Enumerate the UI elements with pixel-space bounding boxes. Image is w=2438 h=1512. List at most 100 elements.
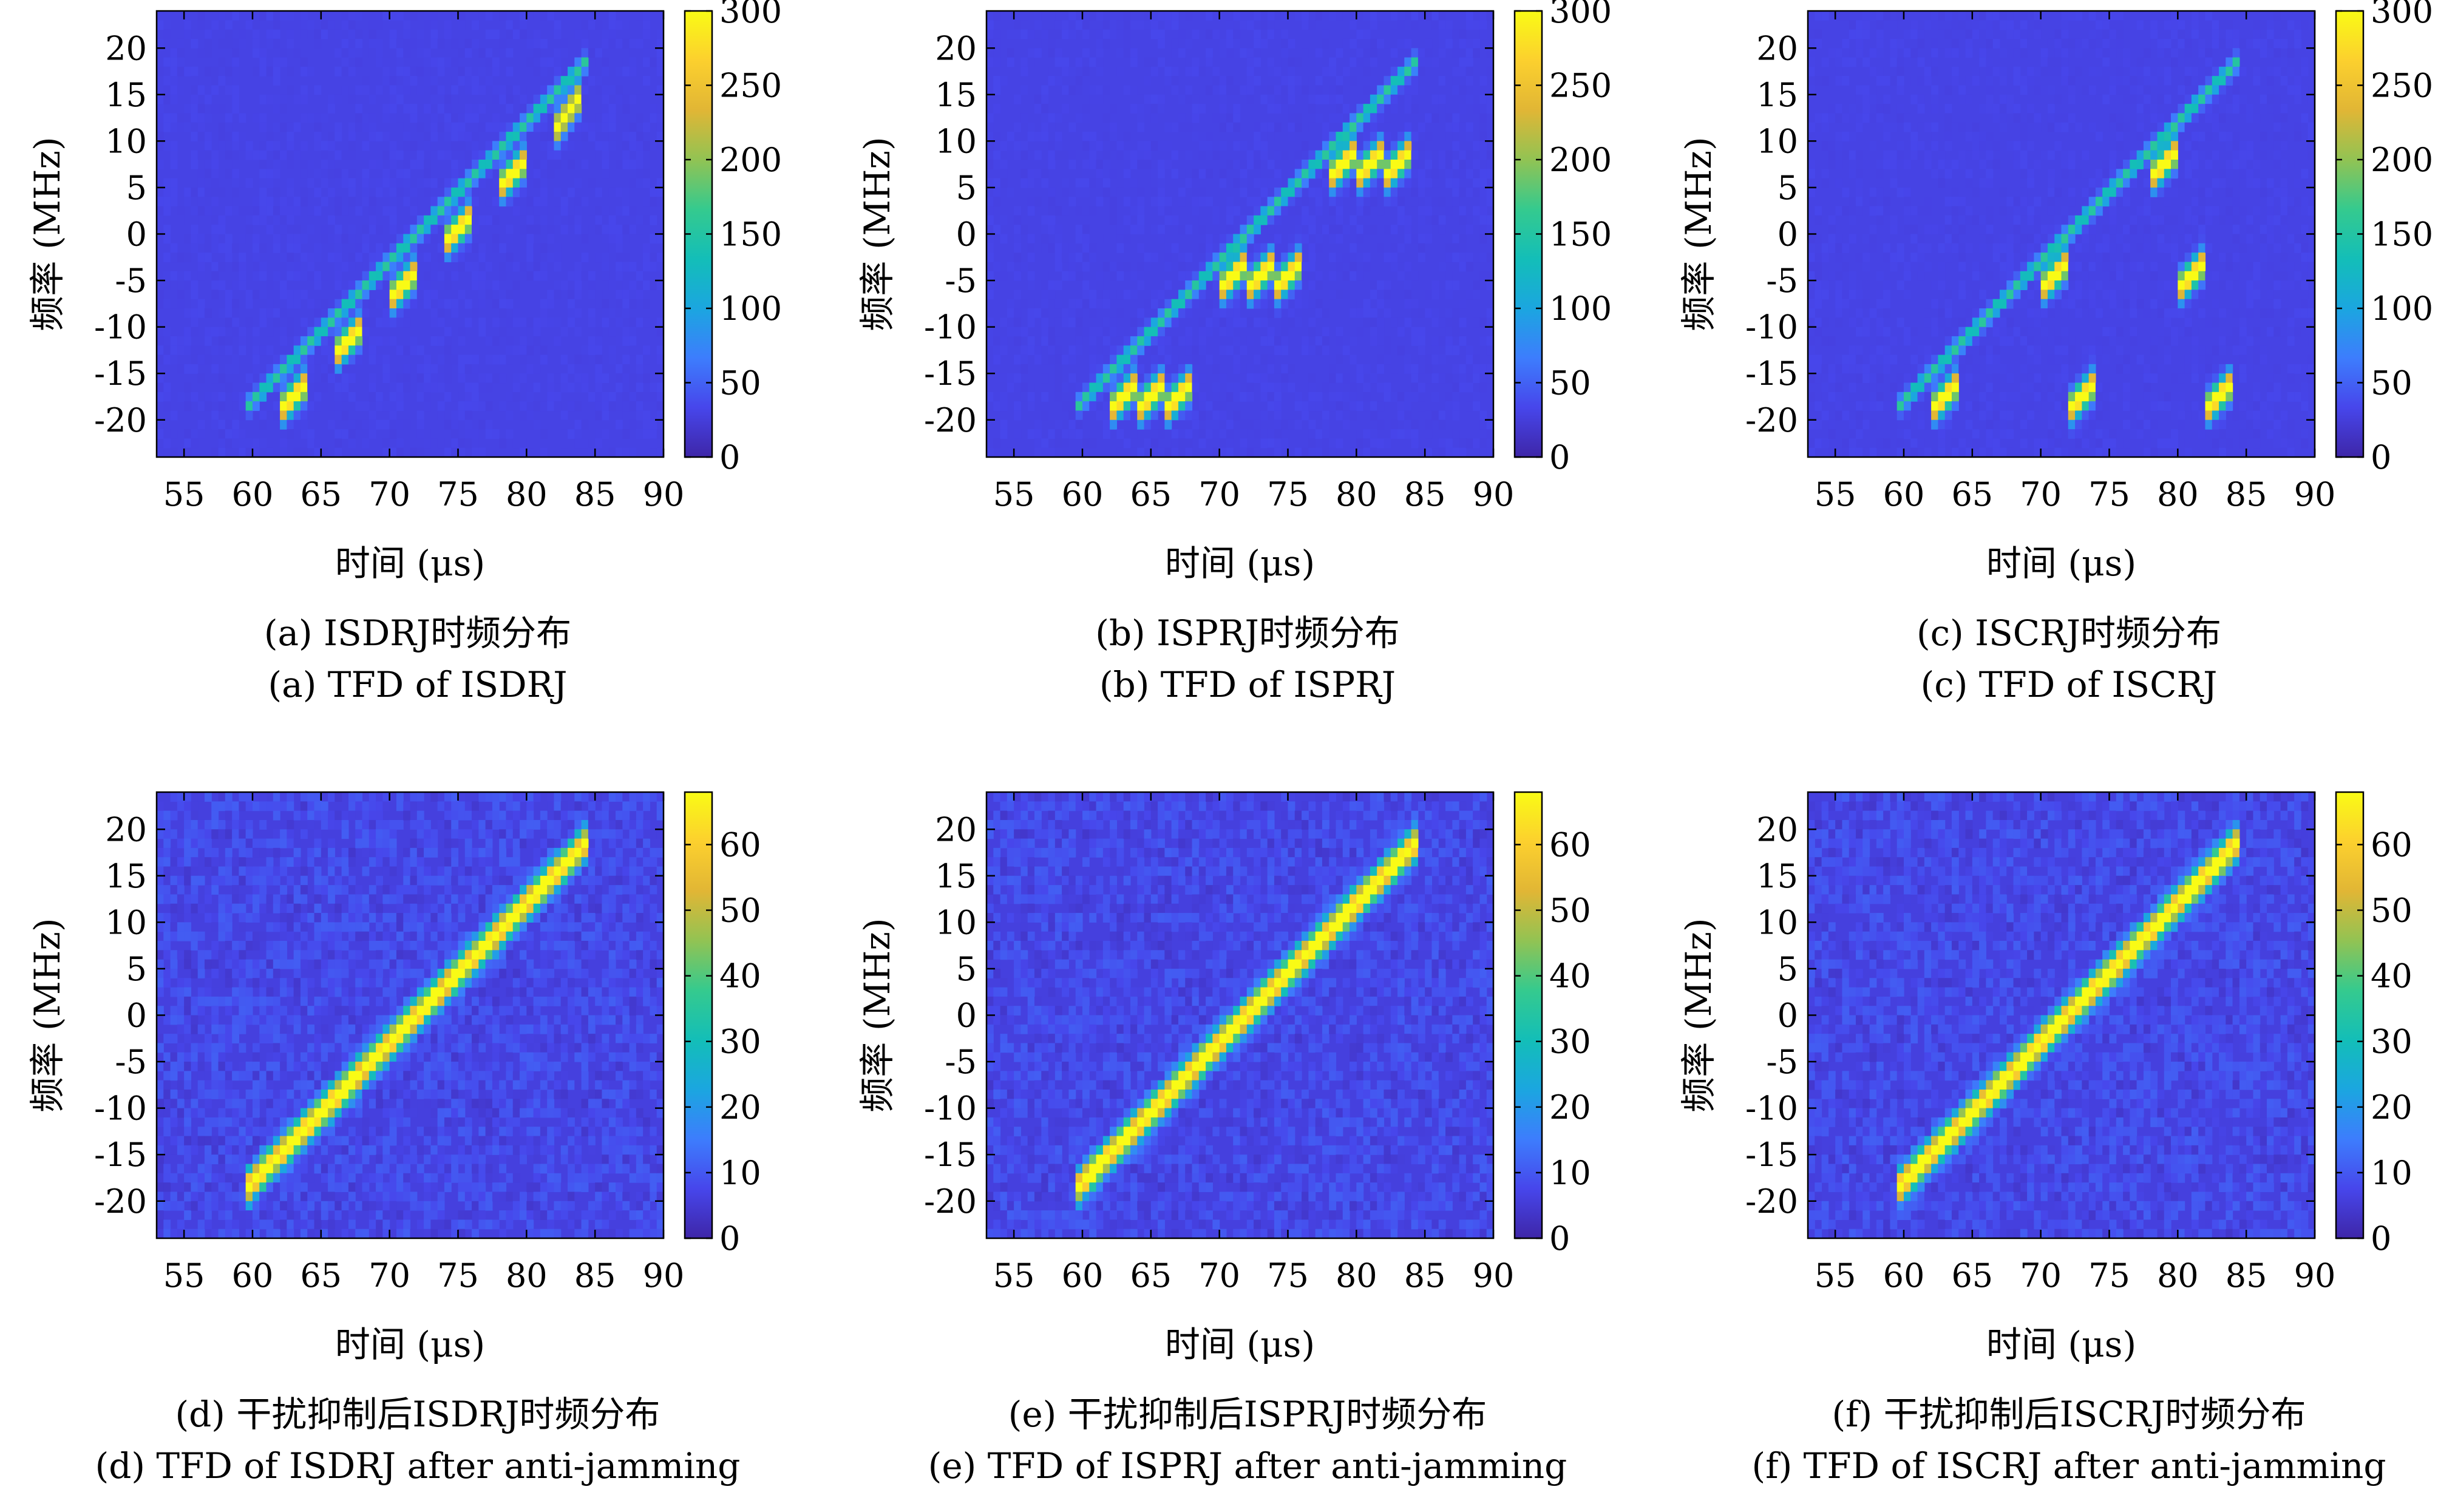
y-tick-label: -15 bbox=[1745, 354, 1798, 393]
colorbar-tick-label: 50 bbox=[719, 892, 761, 930]
x-tick-label: 65 bbox=[1130, 1256, 1172, 1295]
y-tick-label: -5 bbox=[1766, 1043, 1798, 1081]
x-tick-label: 90 bbox=[1473, 1256, 1515, 1295]
x-tick-label: 85 bbox=[574, 475, 616, 514]
y-tick-label: -10 bbox=[924, 308, 977, 347]
colorbar-tick-label: 250 bbox=[1549, 67, 1612, 105]
x-tick-label: 85 bbox=[1404, 475, 1446, 514]
x-axis-label: 时间 (μs) bbox=[335, 543, 485, 584]
y-tick-label: 20 bbox=[935, 29, 977, 67]
colorbar-tick-label: 250 bbox=[719, 67, 782, 105]
x-tick-label: 60 bbox=[1883, 475, 1925, 514]
colorbar-tick-label: 50 bbox=[2371, 364, 2413, 402]
colorbar-tick-label: 0 bbox=[1549, 438, 1570, 476]
x-tick-label: 80 bbox=[1336, 475, 1377, 514]
x-tick-label: 70 bbox=[1198, 1256, 1240, 1295]
x-tick-label: 70 bbox=[2020, 475, 2062, 514]
y-tick-label: 0 bbox=[956, 215, 977, 254]
x-axis-label: 时间 (μs) bbox=[1986, 543, 2136, 584]
y-tick-label: -10 bbox=[1745, 1090, 1798, 1128]
colorbar-tick-label: 20 bbox=[719, 1088, 761, 1127]
x-tick-label: 75 bbox=[1267, 475, 1309, 514]
y-tick-label: -20 bbox=[94, 1182, 147, 1221]
y-axis-label: 频率 (MHz) bbox=[1678, 918, 1719, 1112]
caption-en: (c) TFD of ISCRJ bbox=[1921, 664, 2218, 705]
caption-en: (b) TFD of ISPRJ bbox=[1099, 664, 1396, 705]
x-tick-label: 60 bbox=[1062, 1256, 1104, 1295]
y-tick-label: -10 bbox=[94, 1090, 147, 1128]
colorbar-tick-label: 60 bbox=[719, 825, 761, 864]
y-tick-label: 5 bbox=[126, 950, 147, 988]
caption-en: (a) TFD of ISDRJ bbox=[268, 664, 567, 705]
x-tick-label: 55 bbox=[1815, 475, 1856, 514]
caption-cn: (d) 干扰抑制后ISDRJ时频分布 bbox=[175, 1394, 660, 1435]
x-axis-label: 时间 (μs) bbox=[1165, 543, 1315, 584]
y-tick-label: 15 bbox=[935, 857, 977, 895]
x-tick-label: 85 bbox=[574, 1256, 616, 1295]
y-axis-label: 频率 (MHz) bbox=[857, 918, 898, 1112]
colorbar-tick-label: 150 bbox=[719, 215, 782, 254]
x-tick-label: 80 bbox=[506, 1256, 548, 1295]
y-tick-label: 5 bbox=[126, 169, 147, 207]
colorbar-tick-label: 40 bbox=[2371, 957, 2413, 995]
colorbar-tick-label: 200 bbox=[719, 141, 782, 179]
colorbar-tick-label: 0 bbox=[2371, 438, 2391, 476]
y-tick-label: 20 bbox=[1756, 29, 1798, 67]
colorbar-tick-label: 60 bbox=[1549, 825, 1591, 864]
colorbar-tick-label: 40 bbox=[1549, 957, 1591, 995]
x-tick-label: 85 bbox=[2226, 475, 2267, 514]
x-tick-label: 90 bbox=[643, 1256, 685, 1295]
y-tick-label: 20 bbox=[1756, 810, 1798, 849]
colorbar-tick-label: 50 bbox=[719, 364, 761, 402]
y-tick-label: 0 bbox=[956, 997, 977, 1035]
colorbar-gradient bbox=[1515, 792, 1542, 1238]
y-tick-label: -10 bbox=[1745, 308, 1798, 347]
colorbar-tick-label: 50 bbox=[2371, 892, 2413, 930]
colorbar-tick-label: 30 bbox=[719, 1023, 761, 1061]
x-tick-label: 70 bbox=[2020, 1256, 2062, 1295]
y-tick-label: -15 bbox=[924, 354, 977, 393]
colorbar-tick-label: 150 bbox=[1549, 215, 1612, 254]
x-tick-label: 75 bbox=[2088, 1256, 2130, 1295]
colorbar-tick-label: 40 bbox=[719, 957, 761, 995]
y-tick-label: 10 bbox=[935, 122, 977, 160]
y-tick-label: 5 bbox=[1778, 169, 1798, 207]
colorbar-tick-label: 30 bbox=[2371, 1023, 2413, 1061]
y-tick-label: 10 bbox=[105, 122, 147, 160]
x-tick-label: 90 bbox=[643, 475, 685, 514]
y-tick-label: 15 bbox=[1756, 76, 1798, 114]
colorbar-tick-label: 250 bbox=[2371, 67, 2433, 105]
y-tick-label: -15 bbox=[924, 1136, 977, 1174]
colorbar-tick-label: 10 bbox=[2371, 1154, 2413, 1192]
colorbar-tick-label: 0 bbox=[1549, 1219, 1570, 1258]
x-tick-label: 90 bbox=[2294, 475, 2336, 514]
x-tick-label: 60 bbox=[1062, 475, 1104, 514]
y-tick-label: -15 bbox=[1745, 1136, 1798, 1174]
colorbar-tick-label: 100 bbox=[2371, 290, 2433, 328]
x-tick-label: 65 bbox=[1951, 475, 1993, 514]
x-tick-label: 55 bbox=[993, 1256, 1035, 1295]
x-tick-label: 55 bbox=[1815, 1256, 1856, 1295]
y-tick-label: 20 bbox=[105, 810, 147, 849]
colorbar-tick-label: 300 bbox=[2371, 0, 2433, 30]
x-tick-label: 75 bbox=[2088, 475, 2130, 514]
x-tick-label: 80 bbox=[2157, 1256, 2199, 1295]
y-tick-label: -20 bbox=[924, 1182, 977, 1221]
y-axis-label: 频率 (MHz) bbox=[27, 918, 68, 1112]
colorbar-tick-label: 0 bbox=[719, 1219, 740, 1258]
colorbar-tick-label: 50 bbox=[1549, 364, 1591, 402]
caption-cn: (c) ISCRJ时频分布 bbox=[1917, 612, 2221, 654]
y-tick-label: -5 bbox=[115, 262, 147, 300]
y-tick-label: 15 bbox=[1756, 857, 1798, 895]
y-tick-label: -20 bbox=[924, 401, 977, 439]
y-tick-label: -20 bbox=[1745, 1182, 1798, 1221]
colorbar-tick-label: 100 bbox=[1549, 290, 1612, 328]
y-tick-label: -5 bbox=[945, 262, 977, 300]
